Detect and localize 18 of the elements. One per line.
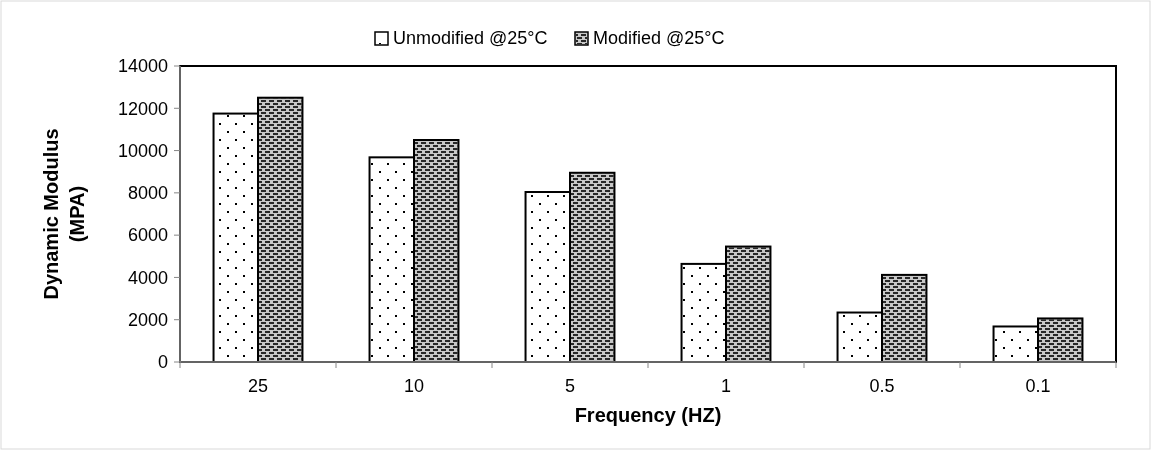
- y-axis-title: Dynamic Modulus (MPA): [40, 128, 88, 300]
- y-tick-label: 14000: [117, 56, 168, 77]
- x-tick-label: 5: [564, 376, 576, 396]
- y-tick-label: 8000: [127, 183, 168, 204]
- y-tick-label: 10000: [117, 140, 168, 161]
- x-axis-title: Frequency (HZ): [574, 404, 722, 426]
- legend-label: Modified @25°C: [593, 28, 725, 48]
- legend-label: Unmodified @25°C: [393, 28, 548, 48]
- y-tick-label: 12000: [117, 98, 168, 119]
- y-tick-label: 6000: [127, 225, 168, 246]
- x-tick-label: 0.1: [1025, 376, 1051, 396]
- x-tick-label: 1: [720, 376, 732, 396]
- y-tick-label: 4000: [127, 267, 168, 288]
- y-tick-label: 2000: [127, 310, 168, 331]
- x-tick-label: 10: [403, 376, 425, 396]
- x-tick-label: 0.5: [869, 376, 895, 396]
- x-tick-label: 25: [247, 376, 269, 396]
- y-tick-label: 0: [157, 352, 168, 373]
